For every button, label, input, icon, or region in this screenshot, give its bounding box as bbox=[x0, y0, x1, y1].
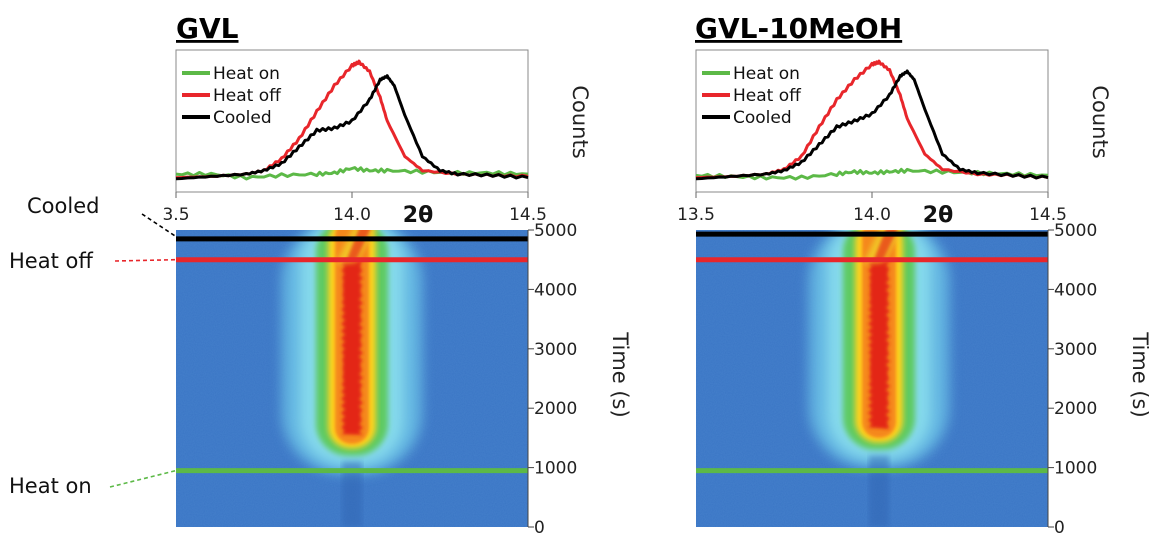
heatmap-trace bbox=[869, 455, 890, 527]
y-tick-label: 2000 bbox=[534, 399, 577, 419]
x-axis-label-two-theta: 2θ bbox=[403, 203, 433, 228]
x-tick-label: 13.5 bbox=[677, 205, 715, 225]
heatmap-band-red bbox=[340, 259, 364, 435]
x-tick-label: 3.5 bbox=[162, 205, 189, 225]
y-tick-label: 0 bbox=[1054, 518, 1065, 533]
annotation-cooled: Cooled bbox=[27, 194, 99, 218]
heatmap bbox=[696, 230, 1048, 527]
y-axis-label-time: Time (s) bbox=[608, 331, 632, 417]
series-line-cooled bbox=[695, 69, 1049, 181]
y-tick-label: 2000 bbox=[1054, 399, 1097, 419]
x-tick-label: 14.5 bbox=[1029, 205, 1067, 225]
y-tick-label: 1000 bbox=[1054, 459, 1097, 479]
x-tick-label: 14.0 bbox=[853, 205, 891, 225]
legend-label: Heat on bbox=[213, 64, 280, 84]
legend-label: Heat off bbox=[213, 86, 282, 106]
panel-title: GVL bbox=[176, 12, 239, 45]
y-tick-label: 3000 bbox=[1054, 340, 1097, 360]
series-line-heat-on bbox=[695, 167, 1049, 181]
y-tick-label: 4000 bbox=[534, 280, 577, 300]
x-tick-label: 14.0 bbox=[333, 205, 371, 225]
y-tick-label: 4000 bbox=[1054, 280, 1097, 300]
y-axis-label-counts: Counts bbox=[1088, 85, 1112, 158]
legend-label: Cooled bbox=[733, 108, 792, 128]
heatmap-peak-shift-core bbox=[873, 230, 898, 262]
annotation-leader-heat-off bbox=[114, 258, 177, 262]
annotation-leader-cooled bbox=[141, 213, 179, 239]
y-axis-label-time: Time (s) bbox=[1128, 331, 1149, 417]
panel-title: GVL-10MeOH bbox=[695, 12, 902, 45]
legend-label: Heat off bbox=[733, 86, 802, 106]
annotation-leader-heat-on bbox=[109, 469, 177, 488]
x-tick-label: 14.5 bbox=[509, 205, 547, 225]
legend-label: Heat on bbox=[733, 64, 800, 84]
series-line-heat-on bbox=[175, 166, 529, 181]
x-axis-label-two-theta: 2θ bbox=[923, 203, 953, 228]
series-line-cooled bbox=[175, 74, 529, 181]
annotation-heat-off: Heat off bbox=[9, 249, 93, 273]
y-tick-label: 5000 bbox=[1054, 221, 1097, 241]
heatmap bbox=[176, 230, 528, 527]
line-plot-frame bbox=[695, 49, 1049, 193]
heatmap-band-red bbox=[867, 259, 891, 429]
y-axis-label-counts: Counts bbox=[568, 85, 592, 158]
y-tick-label: 5000 bbox=[534, 221, 577, 241]
y-tick-label: 1000 bbox=[534, 459, 577, 479]
y-tick-label: 0 bbox=[534, 518, 545, 533]
heatmap-trace bbox=[342, 461, 362, 527]
legend-label: Cooled bbox=[213, 108, 272, 128]
annotation-heat-on: Heat on bbox=[9, 474, 92, 498]
y-tick-label: 3000 bbox=[534, 340, 577, 360]
